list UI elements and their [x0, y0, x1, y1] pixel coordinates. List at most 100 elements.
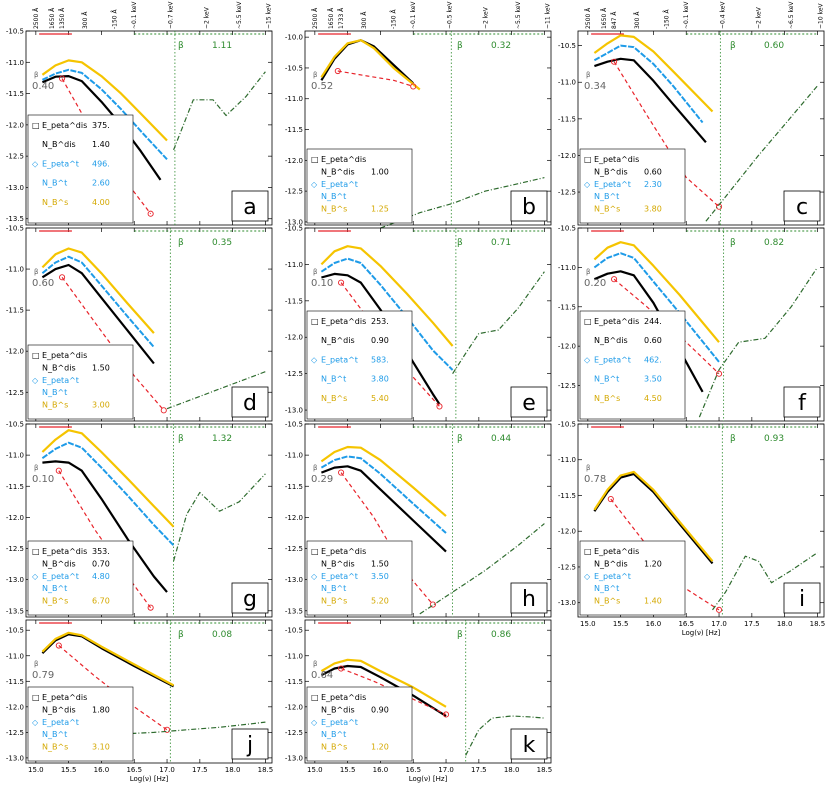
panel-frame	[304, 619, 552, 764]
series-yellow-line	[320, 245, 454, 347]
red-marker	[334, 67, 341, 75]
red-marker	[715, 370, 723, 377]
beta-syn-value: 0.10	[32, 474, 54, 485]
y-tick-label: -11.0	[558, 456, 576, 464]
x-tick-label: 18.5	[258, 766, 274, 774]
legend-value-ns: 4.50	[644, 394, 662, 403]
beta-syn-symbol: β	[313, 71, 317, 79]
y-tick-label: -10.5	[285, 64, 303, 72]
top-energy-label: ~0.1 keV	[683, 1, 690, 29]
legend-key-ns: N_B^s	[321, 394, 347, 403]
y-tick-label: -10.5	[558, 421, 576, 429]
y-tick-label: -10.5	[558, 225, 576, 233]
beta-x-symbol: β	[178, 41, 184, 51]
legend-box	[27, 540, 134, 616]
series-red-line	[337, 70, 414, 87]
y-tick-label: -13.5	[285, 607, 303, 615]
x-tick-label: 17.0	[438, 766, 454, 774]
x-tick-label: 18.0	[225, 766, 241, 774]
y-tick-label: -11.0	[285, 261, 303, 269]
y-tick-label: -10.0	[285, 34, 303, 42]
legend-box	[27, 114, 134, 224]
y-tick-label: -12.0	[6, 703, 24, 711]
beta-syn-symbol: β	[34, 71, 38, 79]
y-tick-label: -12.0	[285, 703, 303, 711]
series-yellow-line	[41, 631, 175, 687]
legend-value-et: 4.80	[92, 572, 110, 581]
top-energy-label: 1650 Å	[328, 7, 335, 29]
series-green-line	[452, 271, 545, 375]
y-tick-label: -11.0	[285, 452, 303, 460]
beta-x-symbol: β	[178, 434, 184, 444]
legend-key-ns: N_B^s	[42, 401, 68, 410]
red-marker	[715, 606, 723, 613]
panel-i: -10.5 -11.0 -11.5 -12.0 -12.5 -13.0 15.0 15.5 16…	[558, 421, 825, 638]
legend-key-nt: N_B^t	[42, 179, 67, 188]
series-green-line	[419, 523, 545, 615]
legend-symbol: □	[584, 155, 592, 164]
legend-key-ndis: N_B^dis	[321, 705, 355, 714]
series-yellow-line	[320, 445, 447, 517]
x-tick-label: 17.0	[711, 620, 727, 628]
panel-frame	[25, 619, 273, 764]
beta-x-value: 0.86	[491, 630, 511, 640]
legend-value-ns: 4.00	[92, 198, 110, 207]
series-yellow-line	[593, 470, 714, 562]
legend-box	[306, 540, 413, 616]
legend-value-et: 3.50	[371, 572, 389, 581]
y-tick-label: -10.5	[6, 627, 24, 635]
panel-letter-box	[783, 190, 821, 222]
beta-syn-value: 0.20	[584, 278, 606, 289]
y-tick-label: -11.5	[6, 307, 24, 315]
series-black-line	[594, 57, 707, 144]
panel-letter: a	[243, 195, 256, 220]
legend-box	[579, 148, 686, 224]
x-tick-label: 15.0	[28, 766, 44, 774]
legend-symbol: ◇	[311, 718, 318, 727]
legend-symbol: □	[311, 547, 319, 556]
legend-symbol: □	[584, 547, 592, 556]
panel-letter-box	[510, 190, 548, 222]
red-marker	[436, 403, 443, 410]
top-energy-label: 300 Å	[361, 11, 368, 29]
beta-syn-value: 0.64	[311, 670, 333, 681]
beta-x-value: 0.93	[764, 434, 784, 444]
legend-key-et: E_peta^t	[42, 572, 79, 581]
beta-syn-value: 0.29	[311, 474, 333, 485]
panel-letter: d	[243, 391, 257, 416]
y-tick-label: -11.5	[285, 297, 303, 305]
legend-symbol: □	[311, 155, 319, 164]
y-tick-label: -13.0	[285, 407, 303, 415]
legend-key-ns: N_B^s	[42, 198, 68, 207]
red-marker	[410, 83, 417, 90]
y-tick-label: -11.5	[558, 115, 576, 123]
top-energy-label: 300 Å	[634, 11, 641, 29]
series-black-line	[41, 74, 162, 181]
panel-letter: g	[243, 587, 257, 612]
legend-value-ns: 3.00	[92, 401, 110, 410]
legend-key-et: E_peta^t	[321, 572, 358, 581]
y-tick-label: -11.0	[6, 59, 24, 67]
y-tick-label: -10.5	[285, 225, 303, 233]
top-energy-label: ~10 keV	[818, 2, 825, 29]
top-energy-label: 1650 Å	[601, 7, 608, 29]
series-green-line	[173, 473, 266, 562]
legend-key-nt: N_B^t	[42, 388, 67, 397]
legend-box	[306, 686, 413, 762]
beta-syn-value: 0.60	[32, 278, 54, 289]
legend-value-ns: 6.70	[92, 597, 110, 606]
top-energy-label: ~0.1 keV	[410, 1, 417, 29]
legend-value-ndis: 1.40	[92, 140, 110, 149]
legend-box	[27, 344, 134, 420]
series-black-line	[593, 472, 714, 565]
panel-k: -10.5 -11.0 -11.5 -12.0 -12.5 -13.0 15.0 15.5 16…	[285, 619, 552, 783]
legend-symbol: ◇	[311, 572, 318, 581]
legend-key-ns: N_B^s	[594, 597, 620, 606]
legend-key-ndis: N_B^dis	[594, 559, 628, 568]
legend-value-ndis: 0.90	[371, 705, 389, 714]
y-tick-label: -13.5	[6, 607, 24, 615]
legend-key-nt: N_B^t	[321, 192, 346, 201]
legend-key-nt: N_B^t	[594, 375, 619, 384]
x-tick-label: 16.5	[126, 766, 142, 774]
